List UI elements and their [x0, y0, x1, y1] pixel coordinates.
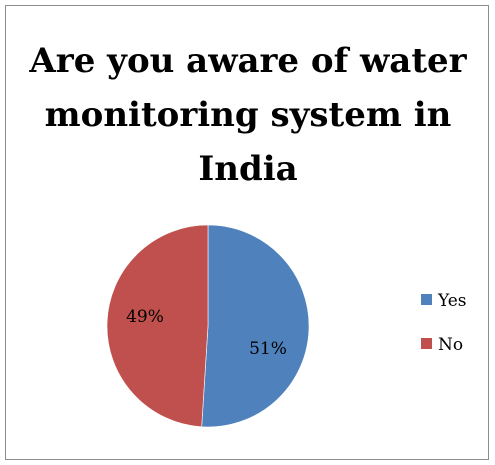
legend-swatch-no: [421, 338, 432, 349]
chart-title: Are you aware of water monitoring system…: [29, 41, 467, 189]
pie-slice-yes: [201, 224, 310, 428]
pie-slice-no: [106, 224, 209, 428]
legend-swatch-yes: [421, 294, 432, 305]
data-label-no: 49%: [126, 307, 164, 327]
data-label-yes: 51%: [249, 339, 287, 359]
legend-label-no: No: [438, 335, 463, 355]
legend-label-yes: Yes: [437, 291, 467, 311]
